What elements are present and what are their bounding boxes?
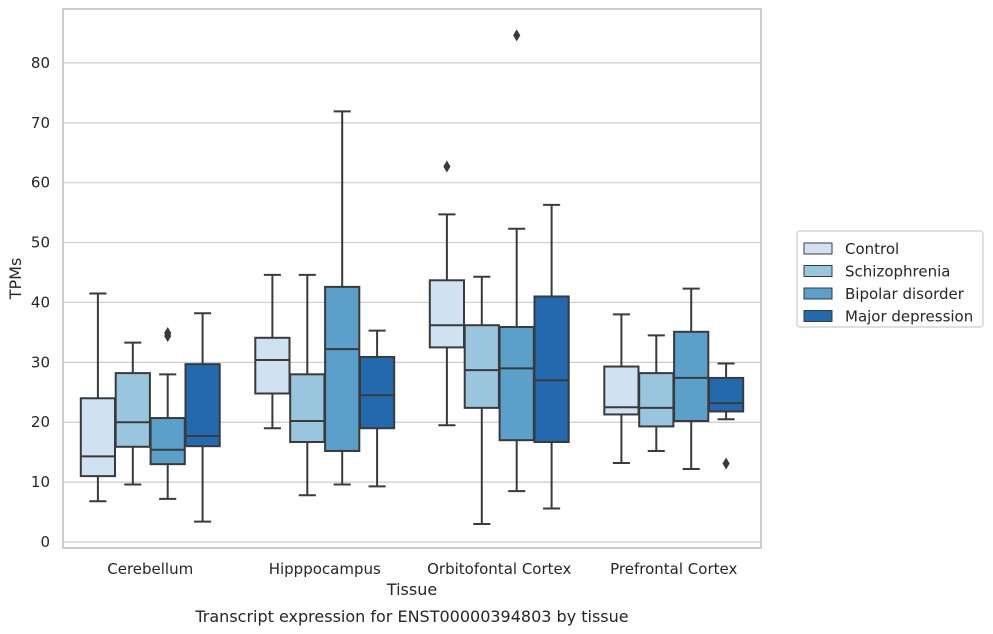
box xyxy=(358,329,396,488)
box xyxy=(603,313,640,464)
box xyxy=(184,312,221,523)
y-axis-label: TPMs xyxy=(6,258,25,301)
x-axis-label: Tissue xyxy=(386,580,437,599)
outlier-point xyxy=(513,29,521,42)
plot-frame xyxy=(62,8,762,549)
box xyxy=(254,273,291,430)
y-tick-label: 0 xyxy=(40,533,50,551)
box-iqr xyxy=(358,355,396,430)
box-iqr xyxy=(79,397,117,478)
box-iqr xyxy=(114,372,151,448)
box xyxy=(463,275,500,526)
legend-swatch xyxy=(803,287,833,300)
legend-entry: Bipolar disorder xyxy=(803,285,965,303)
box xyxy=(149,326,186,500)
legend-swatch xyxy=(803,242,833,255)
box-iqr xyxy=(533,295,570,443)
box-groups xyxy=(79,29,745,526)
outlier-point xyxy=(443,160,451,173)
legend-label: Schizophrenia xyxy=(845,263,950,281)
box xyxy=(289,273,326,497)
box-iqr xyxy=(149,417,186,466)
legend-label: Major depression xyxy=(845,308,973,326)
outlier-point xyxy=(722,457,730,470)
x-tick-label: Cerebellum xyxy=(107,560,193,578)
box xyxy=(638,334,675,452)
legend-entry: Major depression xyxy=(803,308,973,326)
box-group xyxy=(254,110,396,497)
box-group xyxy=(603,287,745,470)
box-iqr xyxy=(707,376,745,413)
box xyxy=(707,362,745,470)
y-tick-label: 20 xyxy=(31,413,50,431)
x-tick-label: Hipppocampus xyxy=(269,560,381,578)
y-tick-label: 10 xyxy=(31,473,50,491)
box-iqr xyxy=(254,336,291,395)
x-tick-label: Orbitofontal Cortex xyxy=(427,560,571,578)
legend-swatch xyxy=(803,265,833,277)
box-iqr xyxy=(428,279,466,349)
box xyxy=(533,203,570,510)
y-tick-label: 40 xyxy=(31,293,50,311)
legend-frame xyxy=(796,230,984,328)
box-iqr xyxy=(184,363,221,448)
box-iqr xyxy=(638,372,675,428)
figure-caption: Transcript expression for ENST0000039480… xyxy=(194,607,628,626)
box xyxy=(114,341,151,486)
legend: Control Schizophrenia Bipolar disorder Majo… xyxy=(796,230,984,328)
box xyxy=(498,29,535,493)
legend-label: Control xyxy=(845,240,899,258)
box-iqr xyxy=(673,330,710,423)
outlier-point xyxy=(164,326,172,339)
box-iqr xyxy=(498,326,535,442)
box-iqr xyxy=(463,324,500,409)
y-tick-label: 80 xyxy=(31,54,50,72)
x-tick-labels: Cerebellum Hipppocampus Orbitofontal Corte… xyxy=(107,560,737,578)
box-iqr xyxy=(324,285,361,452)
box-group xyxy=(428,29,570,526)
legend-label: Bipolar disorder xyxy=(845,285,965,303)
box-group xyxy=(79,292,221,523)
box xyxy=(673,287,710,470)
box xyxy=(79,292,117,503)
legend-entry: Schizophrenia xyxy=(803,263,950,281)
legend-entry: Control xyxy=(803,240,899,258)
box xyxy=(428,160,466,427)
x-tick-label: Prefrontal Cortex xyxy=(610,560,737,578)
y-tick-labels: 0 10 20 30 40 50 60 70 80 xyxy=(31,54,50,551)
legend-swatch xyxy=(803,310,833,322)
y-tick-label: 50 xyxy=(31,234,50,252)
box xyxy=(324,110,361,486)
y-tick-label: 60 xyxy=(31,174,50,192)
y-tick-label: 30 xyxy=(31,353,50,371)
box-iqr xyxy=(289,373,326,443)
y-tick-label: 70 xyxy=(31,114,50,132)
